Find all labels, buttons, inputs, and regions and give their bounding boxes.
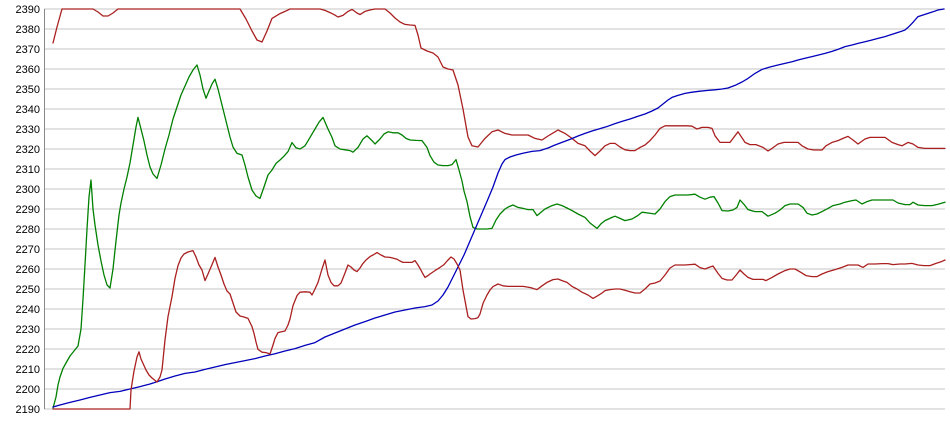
- series-upper-red-line: [52, 8, 946, 157]
- y-axis-tick-label: 2190: [16, 404, 40, 416]
- y-axis-tick-label: 2310: [16, 164, 40, 176]
- y-axis-tick-label: 2300: [16, 184, 40, 196]
- y-axis-tick-label: 2380: [16, 24, 40, 36]
- y-axis-tick-label: 2260: [16, 264, 40, 276]
- y-axis-tick-label: 2330: [16, 124, 40, 136]
- y-axis-tick-label: 2320: [16, 144, 40, 156]
- y-axis-tick-label: 2280: [16, 224, 40, 236]
- series-blue-line: [52, 8, 945, 408]
- y-axis-tick-label: 2210: [16, 364, 40, 376]
- y-axis-tick-label: 2240: [16, 304, 40, 316]
- y-axis-tick-label: 2290: [16, 204, 40, 216]
- y-axis-tick-label: 2250: [16, 284, 40, 296]
- y-axis-tick-label: 2350: [16, 84, 40, 96]
- series-green-line: [52, 64, 946, 409]
- series-lower-red-line: [52, 249, 946, 410]
- y-axis-tick-label: 2370: [16, 44, 40, 56]
- y-axis-tick-label: 2390: [16, 4, 40, 16]
- y-axis-tick-label: 2220: [16, 344, 40, 356]
- y-axis-tick-label: 2340: [16, 104, 40, 116]
- y-axis-tick-label: 2230: [16, 324, 40, 336]
- y-axis-tick-label: 2200: [16, 384, 40, 396]
- y-axis-tick-label: 2360: [16, 64, 40, 76]
- y-axis-tick-label: 2270: [16, 244, 40, 256]
